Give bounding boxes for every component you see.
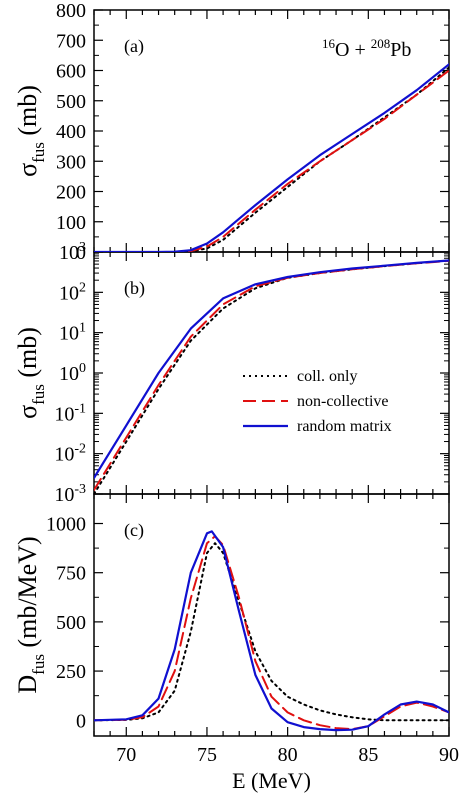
y-tick-label: 10-2 (54, 442, 86, 466)
panel-frame (93, 493, 450, 737)
y-tick-label: 300 (56, 151, 86, 173)
x-tick-label: 85 (358, 744, 378, 766)
y-tick-label: 500 (56, 612, 86, 634)
x-tick-label: 90 (439, 744, 459, 766)
panel-frame (93, 251, 450, 495)
plot-frames (93, 9, 450, 737)
y-tick-label: 250 (56, 661, 86, 683)
series-line-coll-only (94, 66, 449, 252)
y-tick-label: 100 (56, 212, 86, 234)
x-axis-label: E (MeV) (232, 768, 311, 793)
series-line-non-collective (94, 535, 449, 731)
y-tick-label: 10-1 (54, 401, 86, 425)
y-tick-label: 10-3 (54, 482, 86, 506)
y-tick-label: 200 (56, 182, 86, 204)
y-tick-label: 103 (59, 240, 86, 264)
series-line-non-collective (94, 69, 449, 252)
series-line-coll-only (94, 259, 449, 494)
series-line-random-matrix (94, 259, 449, 479)
y-tick-label: 750 (56, 563, 86, 585)
y-tick-label: 0 (76, 242, 86, 264)
x-tick-label: 75 (197, 744, 217, 766)
series-line-random-matrix (94, 63, 449, 252)
x-tick-label: 80 (278, 744, 298, 766)
panel-label: (b) (124, 278, 145, 299)
y-tick-label: 1000 (46, 514, 86, 536)
series-line-random-matrix (94, 530, 449, 732)
series-line-coll-only (94, 542, 449, 722)
legend-entry: non-collective (297, 393, 389, 410)
series-line-non-collective (94, 259, 449, 491)
reaction-annotation: 16O + 208Pb (322, 36, 411, 61)
y-tick-label: 400 (56, 121, 86, 143)
y-tick-label: 101 (59, 321, 86, 345)
y-tick-label: 102 (59, 280, 86, 304)
legend-entry: random matrix (297, 418, 392, 435)
y-tick-label: 800 (56, 0, 86, 22)
y-tick-label: 0 (76, 710, 86, 732)
y-tick-label: 500 (56, 91, 86, 113)
x-tick-label: 70 (116, 744, 136, 766)
y-tick-label: 700 (56, 30, 86, 52)
y-axis-label: Dfus (mb/MeV) (13, 536, 48, 693)
y-axis-label: σfus (mb) (13, 85, 48, 177)
plot-lines (94, 63, 449, 732)
y-tick-label: 600 (56, 61, 86, 83)
y-axis-label: σfus (mb) (13, 327, 48, 419)
y-tick-label: 100 (59, 361, 86, 385)
panel-label: (a) (124, 36, 144, 57)
legend-entry: coll. only (297, 368, 357, 385)
panel-label: (c) (124, 520, 144, 541)
